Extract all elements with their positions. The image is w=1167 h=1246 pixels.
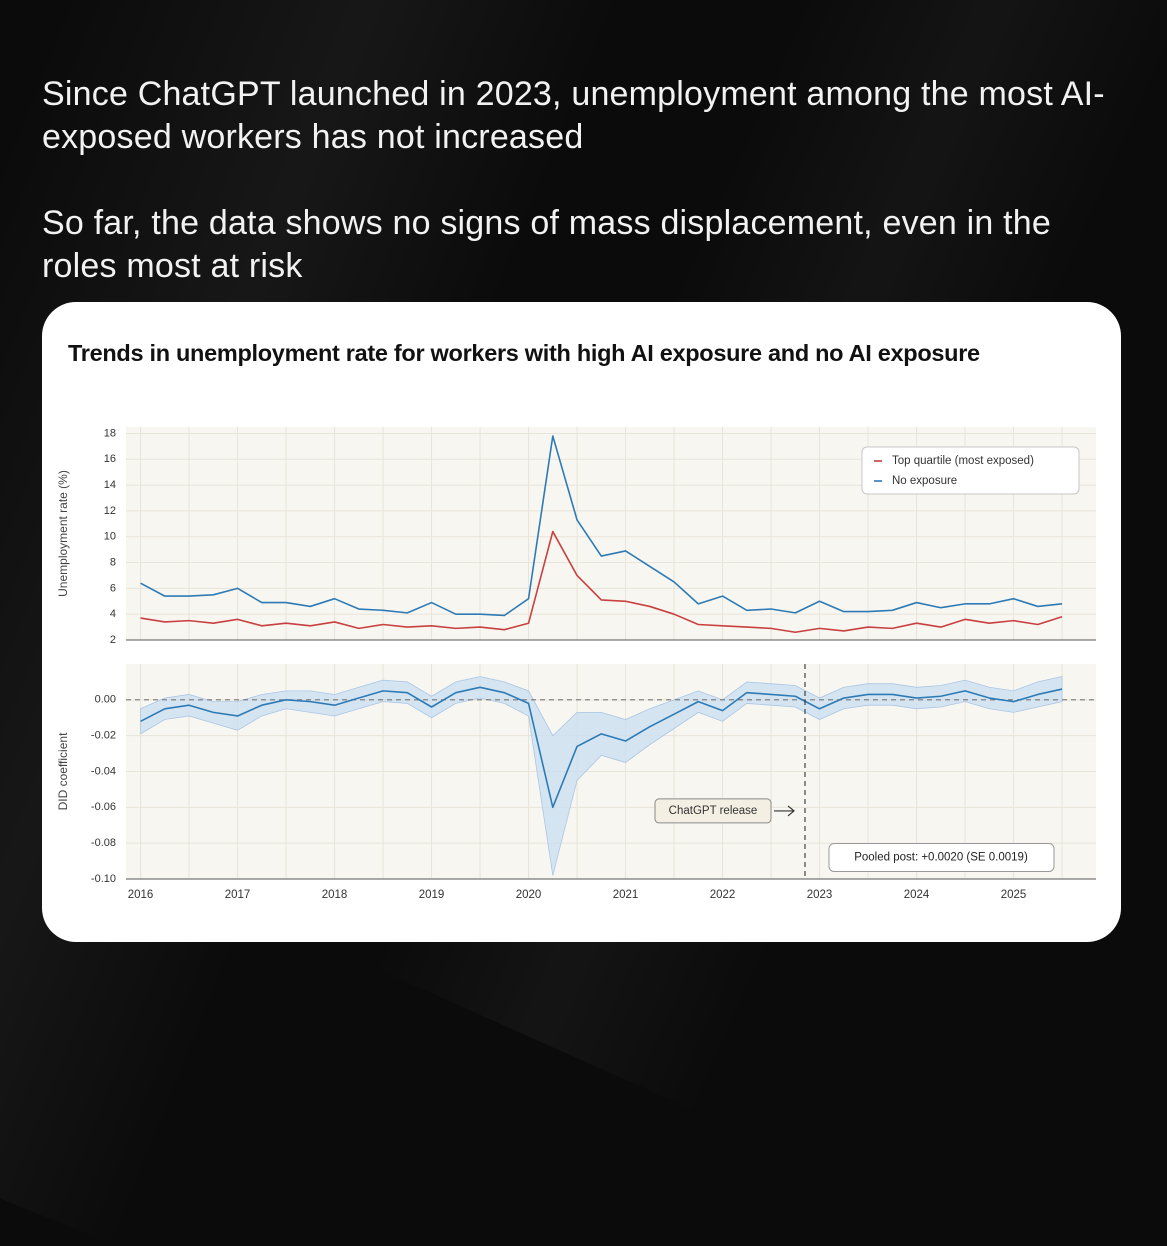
top-y-tick-label: 12 [104,505,116,517]
annotation-label: Pooled post: +0.0020 (SE 0.0019) [854,852,1028,864]
top-y-tick-label: 14 [104,479,116,491]
top-y-tick-label: 2 [110,634,116,646]
legend-box [861,446,1080,495]
x-tick-label: 2022 [710,889,736,901]
top-y-tick-label: 18 [104,427,116,439]
x-tick-label: 2025 [1001,889,1027,901]
x-tick-label: 2016 [128,889,154,901]
legend-label: No exposure [892,475,957,487]
bottom-y-tick-label: -0.08 [91,837,116,849]
chart-title: Trends in unemployment rate for workers … [68,340,980,366]
annotation-box [828,843,1055,872]
x-tick-label: 2023 [807,889,833,901]
top-y-axis-label: Unemployment rate (%) [56,470,70,597]
x-tick-label: 2020 [516,889,542,901]
bottom-y-axis-label: DID coefficient [56,732,70,810]
annotation-label: ChatGPT release [669,805,758,817]
top-y-tick-label: 16 [104,453,116,465]
bottom-y-tick-label: -0.10 [91,873,116,885]
annotation-pooled-post: Pooled post: +0.0020 (SE 0.0019) [828,843,1055,872]
bottom-y-tick-label: -0.04 [91,765,116,777]
series-line [140,435,1063,617]
x-tick-label: 2021 [613,889,639,901]
x-tick-label: 2019 [419,889,445,901]
annotation-box [654,798,772,824]
top-y-tick-label: 8 [110,556,116,568]
series-line [140,530,1063,634]
bottom-y-tick-label: -0.02 [91,730,116,742]
confidence-band [140,676,1063,876]
annotation-arrow-head [787,805,795,817]
bottom-y-tick-label: 0.00 [95,694,116,706]
top-y-tick-label: 10 [104,531,116,543]
headline-2: So far, the data shows no signs of mass … [42,204,1052,285]
annotation-chatgpt-release: ChatGPT release [654,798,795,824]
top-y-tick-label: 6 [110,582,116,594]
bottom-y-tick-label: -0.06 [91,801,116,813]
top-y-tick-label: 4 [110,608,116,620]
legend: Top quartile (most exposed) No exposure [861,446,1080,495]
chart-svg: 2 4 6 8 10 12 14 16 18 0.00 -0.02 -0.04 -0.06 -0.08 -0… [56,427,1096,901]
x-tick-label: 2017 [225,889,251,901]
legend-label: Top quartile (most exposed) [892,455,1034,467]
x-tick-label: 2024 [904,889,930,901]
x-tick-label: 2018 [322,889,348,901]
chart-card: Trends in unemployment rate for workers … [42,302,1121,942]
headline-1: Since ChatGPT launched in 2023, unemploy… [42,75,1105,156]
did-coefficient-line [140,686,1063,809]
